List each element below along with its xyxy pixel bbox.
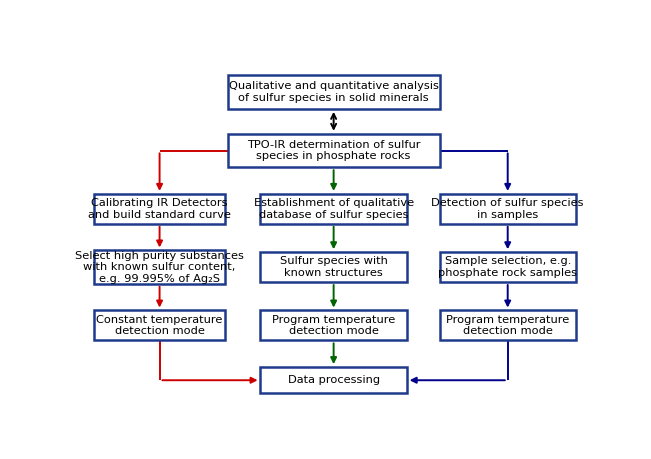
Text: Establishment of qualitative
database of sulfur species: Establishment of qualitative database of… xyxy=(254,198,413,219)
FancyBboxPatch shape xyxy=(228,75,439,109)
FancyBboxPatch shape xyxy=(94,310,225,341)
Text: Sulfur species with
known structures: Sulfur species with known structures xyxy=(280,256,387,278)
FancyBboxPatch shape xyxy=(94,250,225,284)
Text: Detection of sulfur species
in samples: Detection of sulfur species in samples xyxy=(432,198,584,219)
FancyBboxPatch shape xyxy=(439,252,575,282)
FancyBboxPatch shape xyxy=(260,194,407,224)
Text: Qualitative and quantitative analysis
of sulfur species in solid minerals: Qualitative and quantitative analysis of… xyxy=(229,81,439,103)
FancyBboxPatch shape xyxy=(439,194,575,224)
Text: Constant temperature
detection mode: Constant temperature detection mode xyxy=(96,315,223,336)
Text: Select high purity substances
with known sulfur content,
e.g. 99.995% of Ag₂S: Select high purity substances with known… xyxy=(75,251,244,284)
Text: Program temperature
detection mode: Program temperature detection mode xyxy=(272,315,395,336)
FancyBboxPatch shape xyxy=(228,134,439,167)
FancyBboxPatch shape xyxy=(260,310,407,341)
FancyBboxPatch shape xyxy=(94,194,225,224)
Text: Calibrating IR Detectors
and build standard curve: Calibrating IR Detectors and build stand… xyxy=(88,198,231,219)
Text: TPO-IR determination of sulfur
species in phosphate rocks: TPO-IR determination of sulfur species i… xyxy=(247,140,421,161)
Text: Program temperature
detection mode: Program temperature detection mode xyxy=(446,315,570,336)
FancyBboxPatch shape xyxy=(439,310,575,341)
Text: Sample selection, e.g.
phosphate rock samples: Sample selection, e.g. phosphate rock sa… xyxy=(438,256,577,278)
FancyBboxPatch shape xyxy=(260,367,407,393)
Text: Data processing: Data processing xyxy=(288,375,380,385)
FancyBboxPatch shape xyxy=(260,252,407,282)
